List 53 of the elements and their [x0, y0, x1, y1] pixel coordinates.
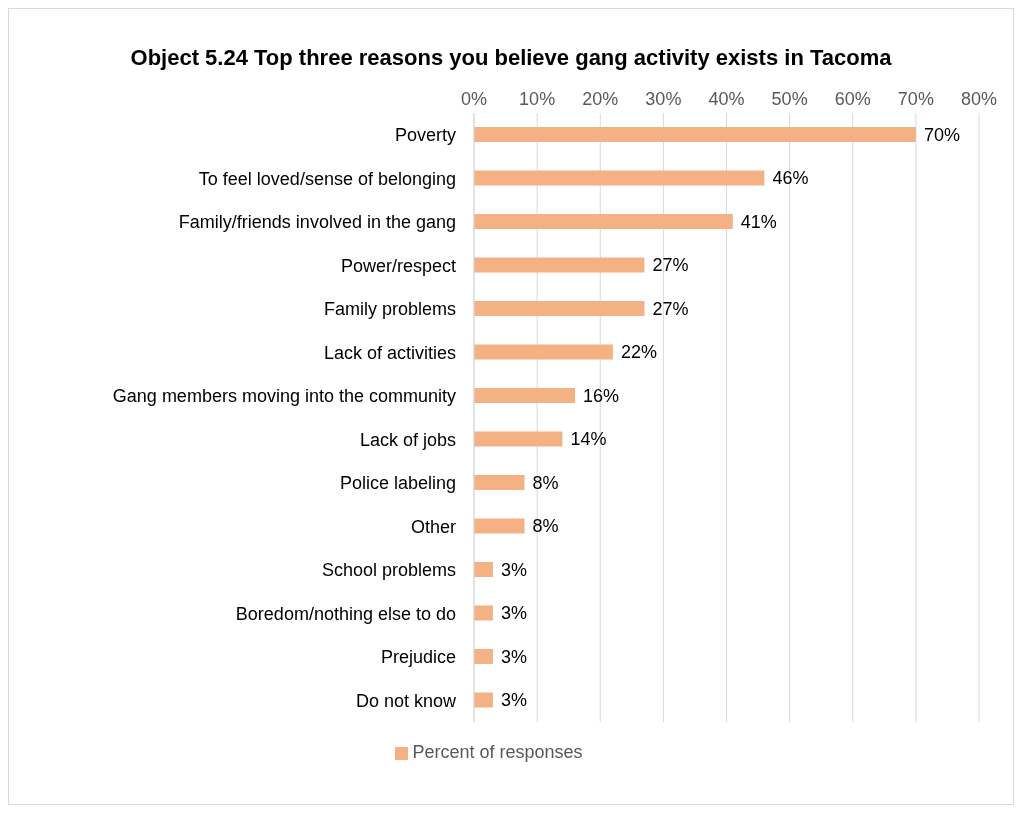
bar	[474, 692, 493, 708]
legend-label: Percent of responses	[412, 742, 583, 762]
data-label: 3%	[500, 690, 527, 710]
data-label: 8%	[532, 472, 559, 493]
data-label: 46%	[772, 168, 809, 188]
data-label: 3%	[500, 559, 527, 580]
y-tick-label: Family/friends involved in the gang	[178, 212, 456, 233]
bar	[474, 605, 493, 621]
y-tick-label: Police labeling	[339, 473, 456, 494]
bar	[474, 388, 575, 403]
x-tick-label: 40%	[708, 89, 745, 109]
bar	[474, 170, 765, 186]
x-tick-label: 20%	[582, 89, 619, 109]
y-tick-label: Gang members moving into the community	[112, 386, 456, 407]
x-tick-label: 10%	[519, 89, 556, 109]
bar	[474, 518, 525, 534]
data-label: 8%	[532, 516, 559, 536]
data-label: 14%	[570, 429, 607, 449]
y-tick-label: Lack of activities	[323, 342, 456, 363]
y-tick-label: School problems	[321, 560, 456, 581]
data-label: 3%	[500, 646, 527, 667]
bar	[474, 257, 645, 273]
x-tick-label: 60%	[834, 89, 871, 109]
data-label: 3%	[500, 603, 527, 623]
y-tick-label: To feel loved/sense of belonging	[198, 168, 456, 189]
bar	[474, 301, 645, 316]
y-tick-label: Family problems	[323, 299, 456, 320]
y-tick-label: Poverty	[394, 125, 456, 146]
data-label: 22%	[620, 342, 657, 362]
y-tick-label: Do not know	[355, 690, 457, 711]
data-label: 41%	[740, 211, 777, 232]
bar	[474, 214, 733, 229]
y-tick-label: Prejudice	[380, 647, 456, 668]
bar	[474, 562, 493, 577]
y-tick-label: Power/respect	[340, 255, 456, 276]
x-tick-label: 70%	[897, 89, 934, 109]
x-tick-label: 30%	[645, 89, 682, 109]
y-tick-label: Boredom/nothing else to do	[235, 603, 456, 624]
data-label: 70%	[923, 124, 960, 145]
x-tick-label: 0%	[460, 89, 488, 109]
data-label: 27%	[652, 255, 689, 275]
x-tick-label: 50%	[771, 89, 808, 109]
data-label: 16%	[583, 385, 620, 406]
bar	[474, 431, 563, 447]
bar	[474, 475, 525, 490]
data-label: 27%	[652, 298, 689, 319]
bar	[474, 649, 493, 664]
bar	[474, 344, 613, 360]
y-tick-label: Lack of jobs	[359, 429, 456, 450]
chart-title: Object 5.24 Top three reasons you believe gang activity exists in Tacoma	[129, 44, 893, 72]
y-tick-label: Other	[410, 516, 456, 537]
x-tick-label: 80%	[960, 89, 998, 109]
bar	[474, 127, 916, 142]
